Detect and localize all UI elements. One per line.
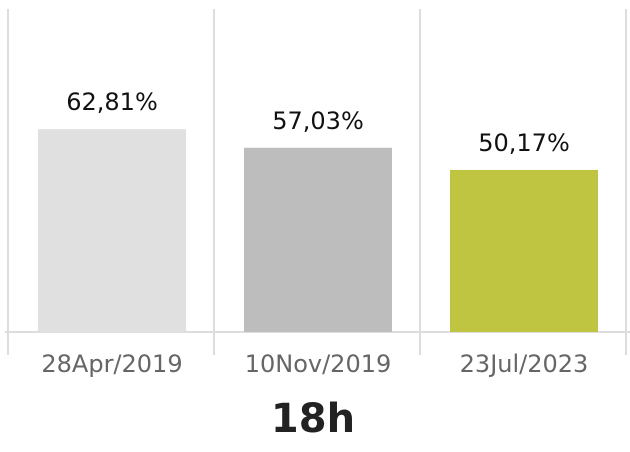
x-tick-label: 23Jul/2023 — [460, 350, 589, 378]
x-axis-label: 18h — [271, 396, 355, 442]
bar — [244, 147, 392, 332]
value-label: 50,17% — [478, 129, 570, 157]
x-tick-label: 10Nov/2019 — [245, 350, 392, 378]
value-label: 62,81% — [66, 88, 158, 116]
bar — [38, 129, 186, 332]
x-tick-label: 28Apr/2019 — [41, 350, 182, 378]
bar — [450, 169, 598, 332]
value-label: 57,03% — [272, 107, 364, 135]
